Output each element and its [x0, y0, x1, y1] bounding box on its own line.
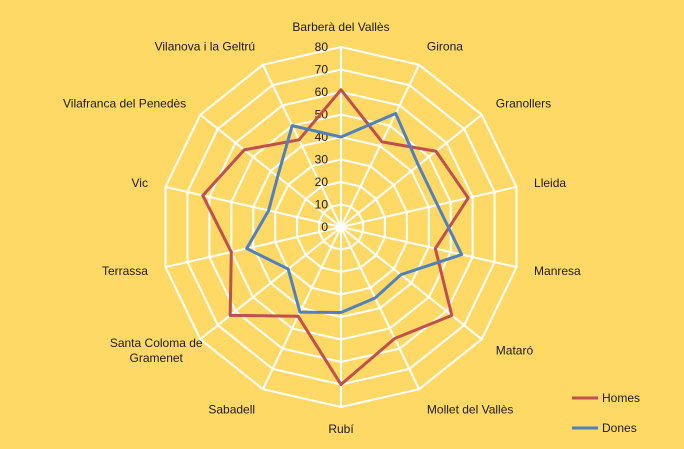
category-label: Vilanova i la Geltrú — [155, 40, 256, 54]
category-label-line: Girona — [427, 40, 463, 54]
category-label: Terrassa — [102, 264, 148, 278]
category-label: Mataró — [496, 343, 534, 357]
category-labels: Barberà del Vallès Girona Granollers Lleida… — [63, 20, 581, 436]
category-label-line: Mollet del Vallès — [427, 402, 513, 416]
tick-label: 10 — [315, 198, 329, 212]
category-label-line: Barberà del Vallès — [292, 20, 389, 34]
grid-spoke — [199, 226, 342, 341]
grid-spoke — [340, 185, 517, 228]
grid-spoke — [261, 64, 342, 228]
category-label-line: Santa Coloma de — [110, 336, 203, 350]
legend-label-homes: Homes — [602, 391, 640, 405]
category-label: Barberà del Vallès — [292, 20, 389, 34]
radar-grid — [164, 45, 518, 409]
grid-spoke — [340, 226, 421, 390]
category-label-line: Rubí — [328, 422, 354, 436]
grid-spoke — [340, 226, 517, 269]
category-label-line: Vilanova i la Geltrú — [155, 40, 256, 54]
category-label: Lleida — [534, 176, 566, 190]
legend: Homes Dones — [572, 391, 640, 435]
grid-spoke — [261, 226, 342, 390]
category-label-line: Sabadell — [208, 402, 255, 416]
grid-spoke — [340, 113, 483, 228]
category-label: Mollet del Vallès — [427, 402, 513, 416]
grid-spoke — [199, 113, 342, 228]
legend-label-dones: Dones — [602, 421, 637, 435]
series-line-dones — [245, 111, 464, 314]
category-label-line: Mataró — [496, 343, 534, 357]
category-label: Vilafranca del Penedès — [63, 97, 186, 111]
grid-spoke — [340, 226, 483, 341]
grid-spoke — [165, 226, 342, 269]
category-label-line: Manresa — [534, 264, 581, 278]
tick-label: 70 — [315, 63, 329, 77]
category-label-line: Lleida — [534, 176, 566, 190]
tick-label: 30 — [315, 153, 329, 167]
category-label: Santa Coloma de Gramenet — [110, 336, 203, 365]
category-label-line: Terrassa — [102, 264, 148, 278]
category-label: Vic — [132, 176, 148, 190]
category-label: Sabadell — [208, 402, 255, 416]
tick-label: 20 — [315, 175, 329, 189]
series-line-homes — [201, 88, 470, 386]
tick-label: 60 — [315, 85, 329, 99]
tick-label: 0 — [321, 220, 328, 234]
category-label: Manresa — [534, 264, 581, 278]
series-lines — [201, 88, 470, 386]
category-label: Rubí — [328, 422, 354, 436]
grid-spoke — [165, 185, 342, 228]
category-label-line: Gramenet — [130, 351, 184, 365]
grid-spoke — [340, 64, 421, 228]
category-label-line: Granollers — [496, 97, 551, 111]
tick-label: 80 — [315, 40, 329, 54]
category-label-line: Vic — [132, 176, 148, 190]
category-label: Girona — [427, 40, 463, 54]
category-label-line: Vilafranca del Penedès — [63, 97, 186, 111]
category-label: Granollers — [496, 97, 551, 111]
